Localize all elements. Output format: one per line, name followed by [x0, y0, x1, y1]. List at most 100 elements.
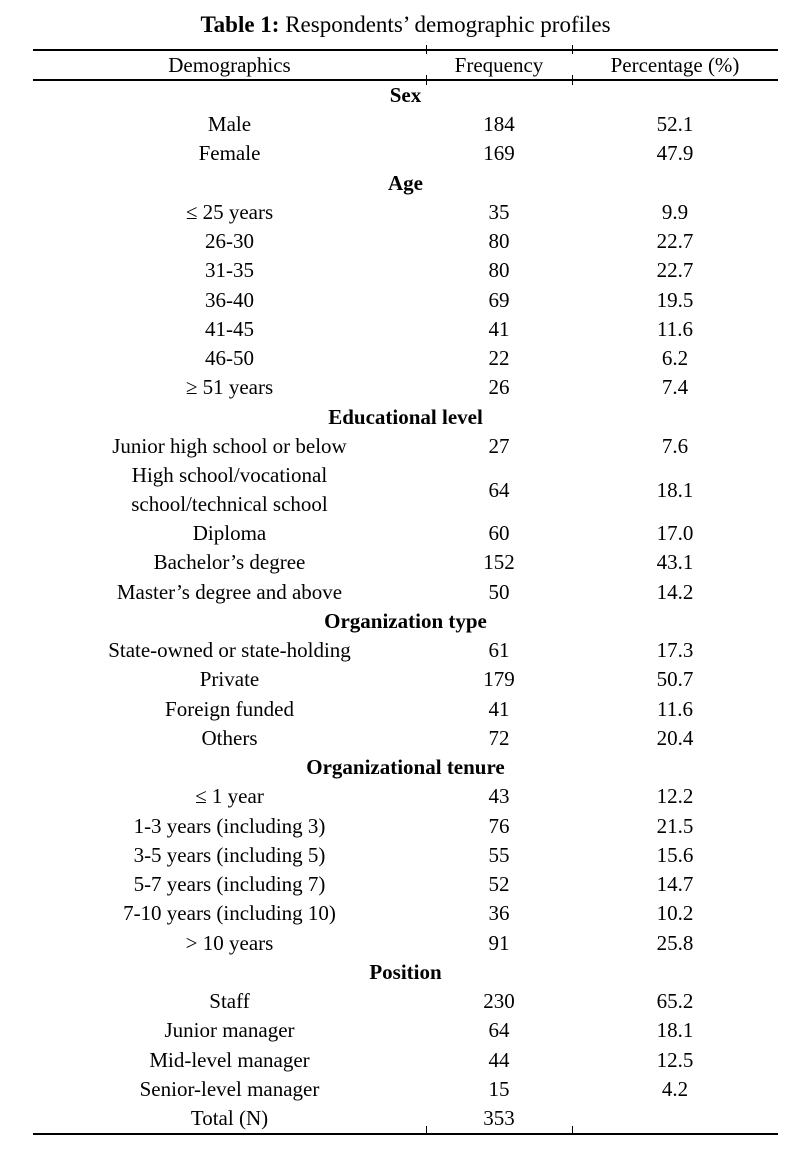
table-row: > 10 years 91 25.8: [33, 929, 778, 958]
total-label: Total (N): [33, 1104, 427, 1135]
column-header-demographics: Demographics: [33, 44, 427, 84]
table-row: 41-45 41 11.6: [33, 315, 778, 344]
table-row: ≥ 51 years 26 7.4: [33, 373, 778, 402]
cell-frequency: 44: [488, 1047, 510, 1072]
section-header: Age: [388, 170, 423, 195]
cell-percentage: 22.7: [656, 258, 694, 283]
cell-frequency: 80: [488, 229, 510, 254]
cell-demographic: 3-5 years (including 5): [133, 842, 326, 867]
cell-percentage: 21.5: [656, 813, 694, 838]
cell-demographic: State-owned or state-holding: [108, 638, 351, 663]
cell-percentage: 9.9: [661, 199, 689, 224]
column-header-percentage: Percentage (%): [572, 50, 778, 81]
cell-percentage: 4.2: [661, 1076, 689, 1101]
cell-demographic: 46-50: [205, 346, 254, 371]
table-row: Junior high school or below 27 7.6: [33, 432, 778, 461]
cell-percentage: 47.9: [656, 141, 694, 166]
cell-frequency: 61: [488, 638, 510, 663]
cell-frequency: 184: [483, 112, 515, 137]
demographics-table: Demographics Frequency Percentage (%) Se…: [33, 44, 778, 1135]
cell-frequency: 230: [483, 989, 515, 1014]
cell-demographic: Mid-level manager: [149, 1047, 310, 1072]
cell-percentage: 7.4: [661, 375, 689, 400]
section-row: Sex: [33, 80, 778, 110]
table-row: 26-30 80 22.7: [33, 227, 778, 256]
cell-demographic: Female: [198, 141, 261, 166]
cell-frequency: 22: [488, 346, 510, 371]
cell-frequency: 76: [488, 813, 510, 838]
cell-frequency: 179: [483, 667, 515, 692]
cell-demographic: Junior high school or below: [112, 433, 347, 458]
cell-frequency: 91: [488, 930, 510, 955]
table-row: State-owned or state-holding 61 17.3: [33, 636, 778, 665]
cell-frequency: 50: [488, 579, 510, 604]
cell-percentage: 10.2: [656, 901, 694, 926]
cell-percentage: 65.2: [656, 989, 694, 1014]
table-row: 3-5 years (including 5) 55 15.6: [33, 841, 778, 870]
table-row: 1-3 years (including 3) 76 21.5: [33, 812, 778, 841]
cell-percentage: 22.7: [656, 229, 694, 254]
table-row: Female 169 47.9: [33, 139, 778, 168]
table-caption-label: Table 1:: [200, 11, 280, 37]
cell-demographic: 41-45: [205, 316, 254, 341]
cell-frequency: 169: [483, 141, 515, 166]
cell-frequency: 64: [488, 1018, 510, 1043]
section-row: Educational level: [33, 403, 778, 432]
table-row: Staff 230 65.2: [33, 987, 778, 1016]
cell-demographic: Senior-level manager: [139, 1076, 320, 1101]
cell-frequency: 80: [488, 258, 510, 283]
cell-frequency: 35: [488, 199, 510, 224]
cell-percentage: 14.7: [656, 872, 694, 897]
section-header: Organization type: [324, 608, 487, 633]
cell-percentage: 14.2: [656, 579, 694, 604]
table-row: Male 184 52.1: [33, 110, 778, 139]
table-row: Foreign funded 41 11.6: [33, 695, 778, 724]
section-row: Organizational tenure: [33, 753, 778, 782]
section-row: Organization type: [33, 607, 778, 636]
cell-percentage: 17.0: [656, 521, 694, 546]
cell-percentage: 12.5: [656, 1047, 694, 1072]
total-frequency: 353: [426, 1104, 573, 1135]
cell-percentage: 12.2: [656, 784, 694, 809]
table-row: 7-10 years (including 10) 36 10.2: [33, 899, 778, 928]
total-percentage: [572, 1104, 778, 1134]
cell-percentage: 20.4: [656, 725, 694, 750]
section-header: Educational level: [328, 404, 483, 429]
table-row: Bachelor’s degree 152 43.1: [33, 548, 778, 577]
cell-percentage: 15.6: [656, 842, 694, 867]
cell-demographic: Foreign funded: [165, 696, 294, 721]
cell-frequency: 64: [488, 477, 510, 502]
cell-frequency: 27: [488, 433, 510, 458]
cell-frequency: 15: [488, 1076, 510, 1101]
table-row: Master’s degree and above 50 14.2: [33, 578, 778, 607]
total-row: Total (N) 353: [33, 1104, 778, 1135]
cell-frequency: 41: [488, 316, 510, 341]
cell-frequency: 43: [488, 784, 510, 809]
table-row: Private 179 50.7: [33, 665, 778, 694]
table-row: 36-40 69 19.5: [33, 286, 778, 315]
cell-percentage: 17.3: [656, 638, 694, 663]
table-row: Mid-level manager 44 12.5: [33, 1046, 778, 1075]
cell-percentage: 7.6: [661, 433, 689, 458]
cell-demographic: 36-40: [205, 287, 254, 312]
table-caption-text: Respondents’ demographic profiles: [279, 11, 611, 37]
cell-percentage: 52.1: [656, 112, 694, 137]
cell-demographic: Junior manager: [164, 1018, 295, 1043]
cell-demographic: 1-3 years (including 3): [133, 813, 326, 838]
cell-percentage: 11.6: [657, 696, 693, 721]
cell-frequency: 60: [488, 521, 510, 546]
cell-percentage: 50.7: [656, 667, 694, 692]
cell-demographic: Staff: [209, 989, 250, 1014]
cell-demographic: 31-35: [205, 258, 254, 283]
cell-percentage: 19.5: [656, 287, 694, 312]
cell-frequency: 26: [488, 375, 510, 400]
table-row: High school/vocational school/technical …: [33, 461, 778, 519]
section-row: Age: [33, 169, 778, 198]
section-header: Position: [369, 959, 442, 984]
cell-demographic: ≥ 51 years: [185, 375, 274, 400]
cell-demographic: Bachelor’s degree: [153, 550, 306, 575]
table-row: Others 72 20.4: [33, 724, 778, 753]
cell-frequency: 69: [488, 287, 510, 312]
cell-percentage: 6.2: [661, 346, 689, 371]
cell-frequency: 55: [488, 842, 510, 867]
